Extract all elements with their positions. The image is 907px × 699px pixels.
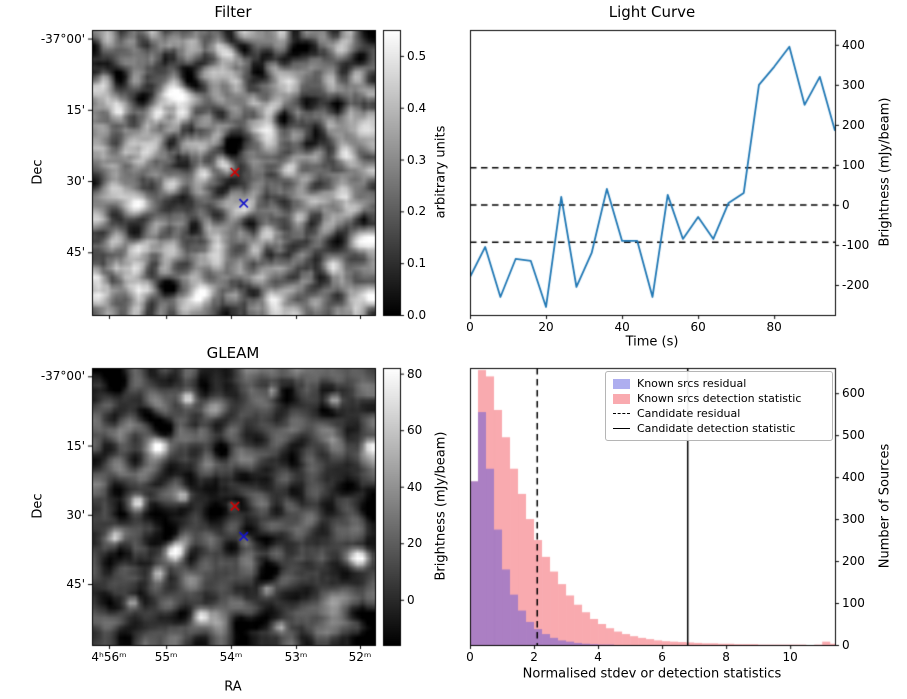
tick-label: 8 bbox=[722, 650, 730, 664]
legend-item-known-detection: Known srcs detection statistic bbox=[613, 391, 825, 406]
tick-label: 300 bbox=[842, 77, 865, 92]
tick-label: -37°00' bbox=[40, 31, 85, 46]
filter-title: Filter bbox=[214, 3, 252, 21]
tick-label: 80 bbox=[766, 320, 782, 334]
tick-label: 2 bbox=[530, 650, 538, 664]
histogram-legend: Known srcs residual Known srcs detection… bbox=[605, 371, 833, 441]
histogram-x-axis-label: Normalised stdev or detection statistics bbox=[522, 666, 782, 682]
tick-label: 60 bbox=[690, 320, 706, 334]
legend-label: Candidate detection statistic bbox=[637, 422, 796, 435]
tick-label: -37°00' bbox=[40, 369, 85, 384]
legend-dashed-line-icon bbox=[613, 413, 630, 414]
tick-label: 6 bbox=[658, 650, 666, 664]
tick-label: 30' bbox=[66, 507, 85, 522]
tick-label: 100 bbox=[842, 596, 865, 611]
tick-label: 30' bbox=[66, 174, 85, 189]
tick-label: 0.1 bbox=[407, 256, 427, 271]
filter-dec-axis-label: Dec bbox=[30, 159, 46, 185]
tick-label: 15' bbox=[66, 102, 85, 117]
tick-label: 0 bbox=[842, 197, 850, 212]
gleam-dec-axis-label: Dec bbox=[30, 493, 46, 519]
tick-label: 600 bbox=[842, 386, 865, 401]
tick-label: 400 bbox=[842, 470, 865, 485]
legend-item-known-residual: Known srcs residual bbox=[613, 376, 825, 391]
legend-solid-line-icon bbox=[613, 428, 630, 429]
tick-label: 20 bbox=[407, 536, 423, 551]
legend-swatch-blue bbox=[613, 378, 630, 389]
tick-label: 55ᵐ bbox=[154, 650, 178, 664]
legend-item-candidate-detection: Candidate detection statistic bbox=[613, 421, 825, 436]
tick-label: 400 bbox=[842, 37, 865, 52]
tick-label: 200 bbox=[842, 117, 865, 132]
gleam-x-axis-label: RA bbox=[224, 679, 242, 695]
gleam-title: GLEAM bbox=[206, 344, 260, 362]
tick-label: 53ᵐ bbox=[284, 650, 308, 664]
tick-label: 0 bbox=[407, 592, 415, 607]
tick-label: 100 bbox=[842, 157, 865, 172]
tick-label: -100 bbox=[842, 237, 870, 252]
tick-label: 0.4 bbox=[407, 100, 427, 115]
tick-label: 80 bbox=[407, 366, 423, 381]
legend-item-candidate-residual: Candidate residual bbox=[613, 406, 825, 421]
tick-label: 0.5 bbox=[407, 48, 427, 63]
tick-label: 45' bbox=[66, 577, 85, 592]
tick-label: 10 bbox=[782, 650, 798, 664]
tick-label: 4 bbox=[594, 650, 602, 664]
gleam-colorbar-label: Brightness (mJy/beam) bbox=[433, 431, 449, 581]
tick-label: 0 bbox=[842, 638, 850, 652]
tick-label: 0.3 bbox=[407, 152, 427, 167]
tick-label: 0 bbox=[466, 320, 474, 334]
tick-label: 200 bbox=[842, 554, 865, 569]
tick-label: 300 bbox=[842, 512, 865, 527]
tick-label: 0.0 bbox=[407, 308, 427, 322]
tick-label: 45' bbox=[66, 245, 85, 260]
light-curve-title: Light Curve bbox=[608, 3, 696, 21]
tick-label: 40 bbox=[614, 320, 630, 334]
legend-label: Candidate residual bbox=[637, 407, 741, 420]
light-curve-y-axis-label: Brightness (mJy/beam) bbox=[877, 97, 893, 247]
tick-label: 40 bbox=[407, 479, 423, 494]
tick-label: 15' bbox=[66, 438, 85, 453]
tick-label: -200 bbox=[842, 277, 870, 292]
tick-label: 4ʰ56ᵐ bbox=[91, 650, 127, 664]
tick-label: 60 bbox=[407, 423, 423, 438]
tick-label: 54ᵐ bbox=[219, 650, 243, 664]
tick-label: 0 bbox=[466, 650, 474, 664]
tick-label: 52ᵐ bbox=[348, 650, 372, 664]
legend-swatch-pink bbox=[613, 393, 630, 404]
tick-label: 20 bbox=[538, 320, 554, 334]
light-curve-x-axis-label: Time (s) bbox=[625, 334, 679, 350]
histogram-y-axis-label: Number of Sources bbox=[877, 443, 893, 569]
tick-label: 0.2 bbox=[407, 204, 427, 219]
tick-label: 500 bbox=[842, 428, 865, 443]
legend-label: Known srcs detection statistic bbox=[637, 392, 802, 405]
legend-label: Known srcs residual bbox=[637, 377, 747, 390]
filter-colorbar-label: arbitrary units bbox=[433, 125, 449, 219]
